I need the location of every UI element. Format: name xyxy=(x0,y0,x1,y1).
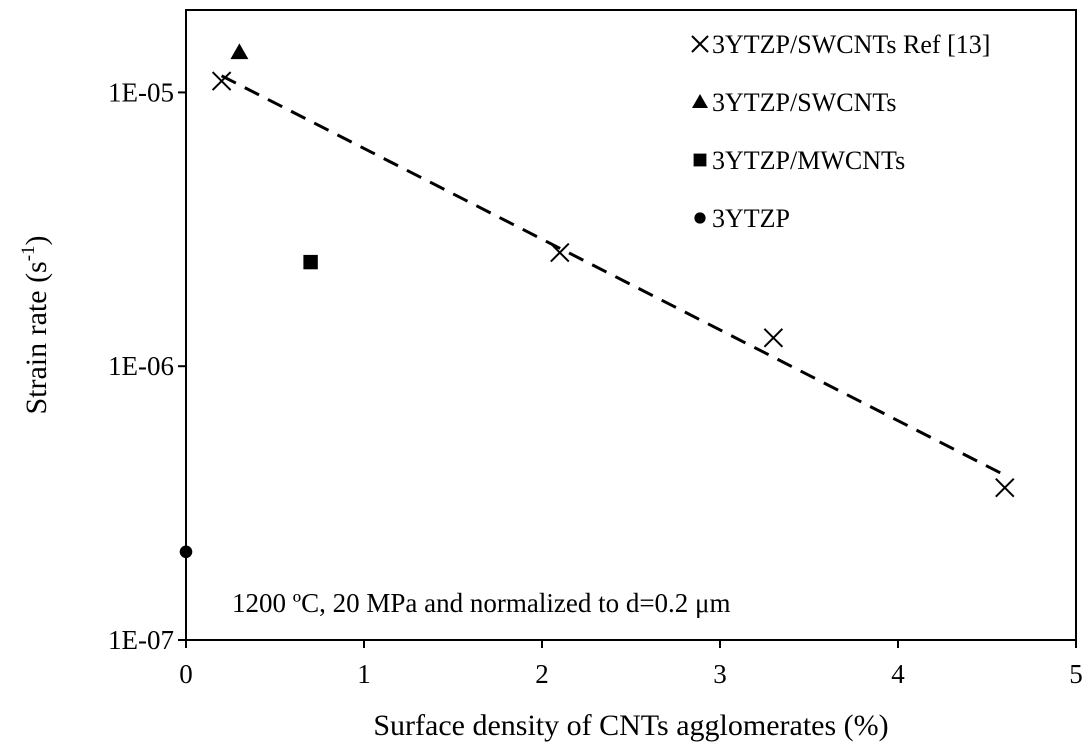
y-tick-label: 1E-05 xyxy=(108,77,174,107)
legend-label: 3YTZP/MWCNTs xyxy=(712,146,905,175)
data-point-circle xyxy=(179,545,193,559)
legend-marker-circle xyxy=(694,212,706,224)
x-axis-title: Surface density of CNTs agglomerates (%) xyxy=(373,709,888,742)
plot-area-frame xyxy=(185,9,1077,641)
data-point-x xyxy=(995,477,1015,498)
trendline xyxy=(220,74,1006,477)
x-tick-label: 2 xyxy=(535,659,549,689)
data-point-x-stroke-b xyxy=(211,71,232,91)
legend-marker-triangle xyxy=(692,94,708,108)
legend-label: 3YTZP/SWCNTs Ref [13] xyxy=(712,30,990,59)
y-axis-title: Strain rate (s-1) xyxy=(18,235,53,414)
legend-label: 3YTZP xyxy=(712,204,790,233)
x-tick-label: 0 xyxy=(179,659,193,689)
x-tick-label: 1 xyxy=(357,659,371,689)
x-tick-label: 3 xyxy=(713,659,727,689)
y-axis-title-tail: ) xyxy=(20,235,53,245)
chart-annotation: 1200 ºC, 20 MPa and normalized to d=0.2 … xyxy=(232,588,731,618)
x-tick-label: 4 xyxy=(891,659,905,689)
data-point-x xyxy=(211,71,232,91)
legend-label: 3YTZP/SWCNTs xyxy=(712,88,897,117)
data-point-x-stroke-b xyxy=(995,477,1015,498)
y-tick-label: 1E-07 xyxy=(108,625,174,655)
legend: 3YTZP/SWCNTs Ref [13] 3YTZP/SWCNTs 3YTZP/M… xyxy=(691,30,990,233)
y-axis-title-base: Strain rate (s xyxy=(20,261,53,414)
data-point-square xyxy=(303,254,318,270)
data-point-triangle xyxy=(230,43,249,60)
data-point-x xyxy=(550,242,570,263)
x-tick-label: 5 xyxy=(1069,659,1083,689)
legend-marker-x xyxy=(691,35,709,53)
trendline-layer xyxy=(220,74,1006,477)
legend-marker-square xyxy=(693,153,707,167)
axis-ticks: 0 1 2 3 4 5 1E-07 1E-06 1E-05 xyxy=(108,77,1083,689)
data-point-x-stroke-b xyxy=(763,328,784,348)
data-point-x-stroke-b xyxy=(550,242,570,263)
y-axis-title-superscript: -1 xyxy=(18,245,39,261)
legend-marker-x-stroke-b xyxy=(691,35,709,53)
data-points xyxy=(179,43,1015,559)
y-tick-label: 1E-06 xyxy=(108,351,174,381)
data-point-x xyxy=(763,328,784,348)
